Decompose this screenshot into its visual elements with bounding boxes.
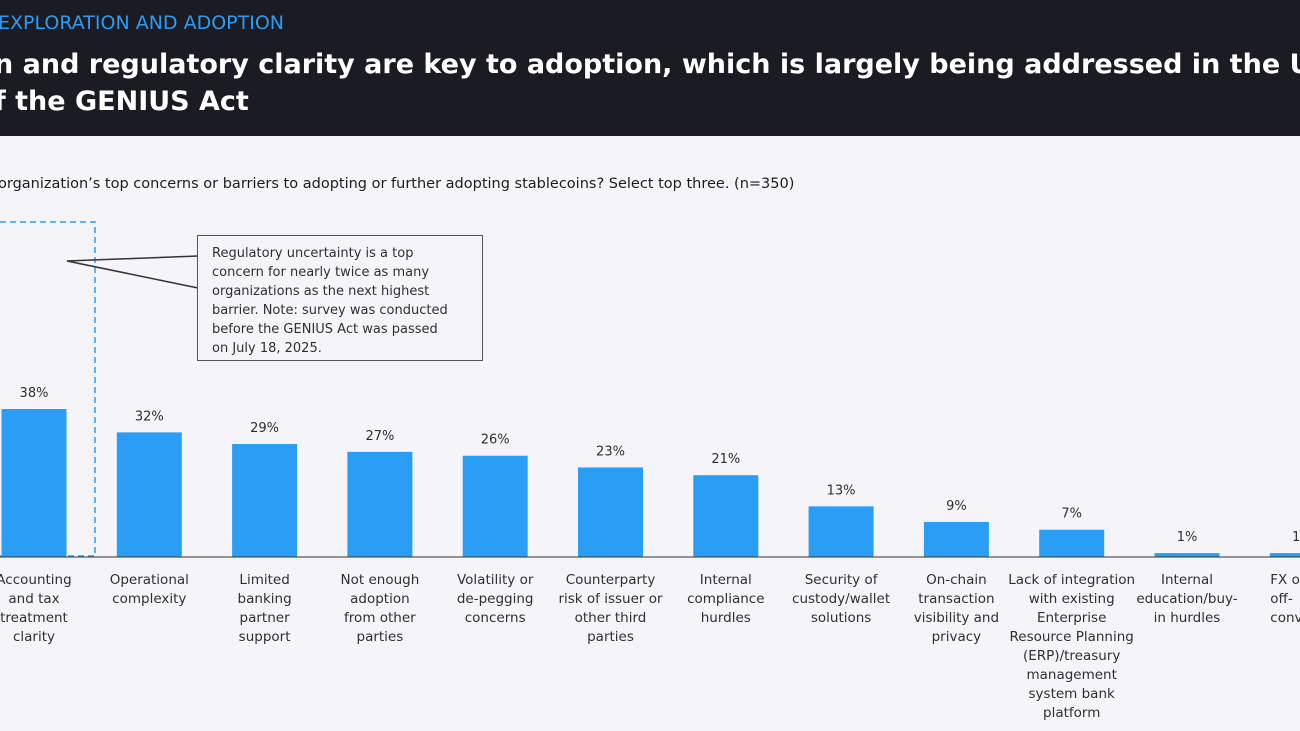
bar-value-label: 13%: [827, 483, 856, 498]
bar: [347, 451, 413, 557]
category-label: Internal compliance hurdles: [687, 572, 765, 626]
section-label: EXPLORATION AND ADOPTION: [0, 12, 285, 34]
bar: [808, 506, 874, 557]
category-label: Lack of integration with existing Enterp…: [1008, 572, 1136, 721]
category-label: Not enough adoption from other parties: [340, 572, 420, 645]
bar-value-label: 26%: [481, 433, 510, 448]
bar-value-label: 21%: [711, 452, 740, 467]
category-label: FX o off- conve: [1270, 572, 1300, 626]
bar-value-label: 1%: [1292, 530, 1300, 545]
bar: [116, 432, 182, 557]
bar-value-label: 7%: [1061, 507, 1082, 522]
category-label: Volatility or de-pegging concerns: [456, 572, 534, 626]
bar: [693, 475, 759, 557]
category-label: Accounting and tax treatment clarity: [0, 572, 72, 645]
category-label: Limited banking partner support: [237, 572, 292, 645]
bar-value-label: 9%: [946, 499, 967, 514]
bar: [1154, 553, 1220, 557]
bar: [923, 521, 989, 557]
category-label: Counterparty risk of issuer or other thi…: [558, 572, 663, 645]
category-label: Operational complexity: [109, 572, 189, 607]
bar: [232, 444, 298, 557]
bar: [1269, 553, 1300, 557]
bar: [462, 455, 528, 557]
bar: [1039, 529, 1105, 557]
header-banner: EXPLORATION AND ADOPTION n and regulator…: [0, 0, 1300, 136]
bar: [1, 409, 67, 557]
callout-pointer: [66, 255, 199, 289]
bar: [578, 467, 643, 557]
bar-value-label: 38%: [20, 386, 49, 401]
callout-annotation: Regulatory uncertainty is a top concern …: [197, 235, 483, 361]
category-label: Internal education/buy- in hurdles: [1136, 572, 1238, 626]
bar-value-label: 27%: [365, 429, 394, 444]
category-label: Security of custody/wallet solutions: [792, 572, 891, 626]
category-label: On-chain transaction visibility and priv…: [913, 572, 1000, 645]
bar-value-label: 23%: [596, 444, 625, 459]
page-title: n and regulatory clarity are key to adop…: [0, 49, 1300, 117]
bar-value-label: 29%: [250, 421, 279, 436]
bar-value-label: 1%: [1177, 530, 1198, 545]
bar-value-label: 32%: [135, 409, 164, 424]
survey-question: organization’s top concerns or barriers …: [0, 176, 795, 192]
